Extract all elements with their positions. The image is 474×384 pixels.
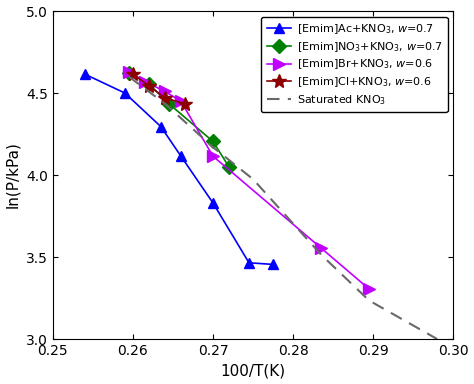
[Emim]Ac+KNO$_3$, $w$=0.7 <box>122 91 128 95</box>
[Emim]Cl+KNO$_3$, $w$=0.6 <box>130 72 136 76</box>
[Emim]Cl+KNO$_3$, $w$=0.6 <box>162 96 168 100</box>
Line: [Emim]Cl+KNO$_3$, $w$=0.6: [Emim]Cl+KNO$_3$, $w$=0.6 <box>126 67 192 111</box>
Y-axis label: ln(P/kPa): ln(P/kPa) <box>6 142 20 209</box>
[Emim]NO$_3$+KNO$_3$, $w$=0.7 <box>146 82 152 86</box>
[Emim]NO$_3$+KNO$_3$, $w$=0.7 <box>210 139 216 144</box>
[Emim]Cl+KNO$_3$, $w$=0.6 <box>146 83 152 88</box>
Line: Saturated KNO$_3$: Saturated KNO$_3$ <box>129 77 437 339</box>
[Emim]NO$_3$+KNO$_3$, $w$=0.7 <box>126 70 132 75</box>
[Emim]NO$_3$+KNO$_3$, $w$=0.7 <box>166 101 172 106</box>
[Emim]Br+KNO$_3$, $w$=0.6 <box>126 70 132 74</box>
[Emim]Br+KNO$_3$, $w$=0.6 <box>210 154 216 159</box>
[Emim]Br+KNO$_3$, $w$=0.6 <box>318 246 324 250</box>
[Emim]Ac+KNO$_3$, $w$=0.7 <box>82 72 88 76</box>
[Emim]Ac+KNO$_3$, $w$=0.7 <box>246 260 252 265</box>
[Emim]Br+KNO$_3$, $w$=0.6 <box>142 79 148 84</box>
[Emim]Br+KNO$_3$, $w$=0.6 <box>178 99 184 104</box>
Line: [Emim]Ac+KNO$_3$, $w$=0.7: [Emim]Ac+KNO$_3$, $w$=0.7 <box>80 70 278 269</box>
[Emim]Cl+KNO$_3$, $w$=0.6 <box>182 101 188 106</box>
Legend: [Emim]Ac+KNO$_3$, $w$=0.7, [Emim]NO$_3$+KNO$_3$, $w$=0.7, [Emim]Br+KNO$_3$, $w$=: [Emim]Ac+KNO$_3$, $w$=0.7, [Emim]NO$_3$+… <box>261 17 447 113</box>
Line: [Emim]Br+KNO$_3$, $w$=0.6: [Emim]Br+KNO$_3$, $w$=0.6 <box>123 66 374 295</box>
Saturated KNO$_3$ <box>210 145 216 149</box>
Saturated KNO$_3$ <box>126 74 132 79</box>
Saturated KNO$_3$ <box>318 252 324 257</box>
[Emim]Br+KNO$_3$, $w$=0.6 <box>162 89 168 94</box>
Saturated KNO$_3$ <box>250 177 256 182</box>
Line: [Emim]NO$_3$+KNO$_3$, $w$=0.7: [Emim]NO$_3$+KNO$_3$, $w$=0.7 <box>124 68 234 172</box>
X-axis label: 100/T(K): 100/T(K) <box>220 363 285 379</box>
[Emim]NO$_3$+KNO$_3$, $w$=0.7 <box>226 164 232 169</box>
[Emim]Ac+KNO$_3$, $w$=0.7 <box>210 200 216 205</box>
Saturated KNO$_3$ <box>366 298 372 303</box>
[Emim]Br+KNO$_3$, $w$=0.6 <box>366 287 372 291</box>
Saturated KNO$_3$ <box>434 337 440 341</box>
[Emim]Ac+KNO$_3$, $w$=0.7 <box>178 154 184 159</box>
[Emim]Ac+KNO$_3$, $w$=0.7 <box>158 124 164 129</box>
[Emim]Ac+KNO$_3$, $w$=0.7 <box>270 262 276 267</box>
Saturated KNO$_3$ <box>162 101 168 106</box>
